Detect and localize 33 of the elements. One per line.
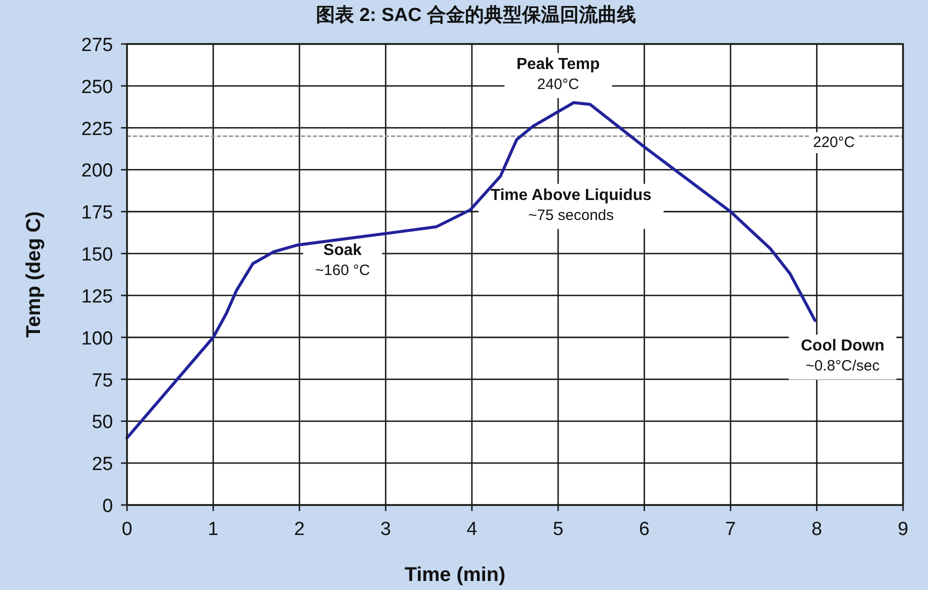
- y-tick-label: 25: [92, 454, 113, 476]
- annotation: Time Above Liquidus ~75 seconds: [490, 186, 652, 224]
- annotation: Soak ~160 °C: [315, 242, 370, 280]
- ref-line-label: 220°C: [813, 134, 856, 152]
- chart-title: 图表 2: SAC 合金的典型保温回流曲线: [316, 4, 636, 26]
- x-tick-label: 5: [552, 519, 564, 540]
- x-axis-title: Time (min): [404, 564, 506, 586]
- y-tick-label: 75: [92, 370, 113, 392]
- y-tick-label: 100: [81, 328, 113, 350]
- x-tick-label: 2: [294, 519, 305, 540]
- annotation: Cool Down ~0.8°C/sec: [800, 338, 884, 375]
- x-tick-label: 3: [380, 519, 391, 540]
- y-tick-label: 175: [81, 202, 113, 224]
- annotation: Peak Temp 240°C: [516, 56, 600, 94]
- x-tick-label: 8: [811, 519, 822, 540]
- y-tick-label: 250: [81, 76, 113, 98]
- annotation: Cool Down ~0.8°C/sec: [788, 334, 896, 380]
- y-tick-label: 0: [102, 496, 113, 517]
- x-tick-label: 7: [725, 519, 736, 540]
- x-tick-label: 9: [898, 519, 908, 540]
- x-tick-label: 0: [122, 519, 132, 540]
- y-tick-label: 150: [81, 244, 113, 266]
- annotation: Peak Temp 240°C: [504, 53, 612, 98]
- annotation: Time Above Liquidus ~75 seconds: [478, 184, 664, 229]
- x-tick-label: 6: [639, 519, 650, 540]
- y-tick-label: 125: [81, 286, 113, 308]
- y-tick-label: 275: [81, 35, 113, 56]
- y-tick-label: 225: [81, 118, 113, 140]
- y-tick-label: 200: [81, 160, 113, 182]
- y-tick-label: 50: [92, 412, 113, 434]
- x-tick-label: 4: [466, 519, 478, 540]
- y-axis-title: Temp (deg C): [23, 211, 45, 338]
- x-tick-label: 1: [208, 519, 219, 540]
